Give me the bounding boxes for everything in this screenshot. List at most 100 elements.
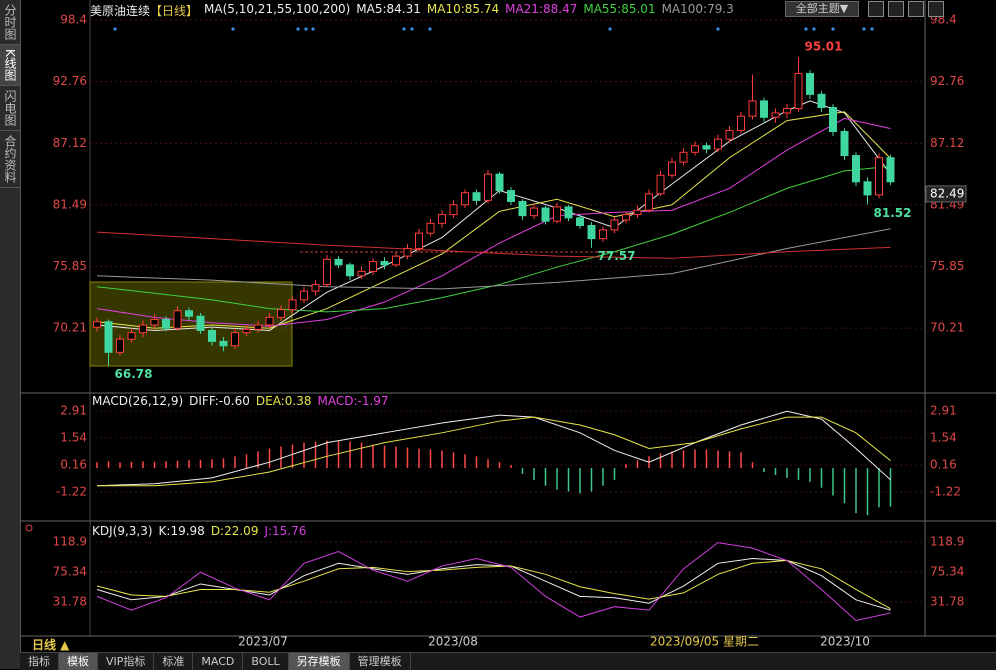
candle-body [139,324,147,334]
icon-button[interactable] [928,1,944,17]
candle-body [346,264,354,277]
candle-body [150,319,159,326]
symbol: 美原油连续 [90,4,151,18]
candle-body [185,310,193,317]
candle-body [656,174,665,195]
candle-body [806,73,814,95]
candle-body [668,161,676,176]
y-tick-label: 31.78 [53,595,87,609]
candle-body [702,145,711,150]
bottom-tab[interactable]: MACD [193,653,244,670]
y-tick-label: 98.4 [60,13,87,27]
candle-body [162,319,170,329]
ma-label: MA5:84.31 [356,2,421,16]
candle-body [219,340,228,347]
y-tick-label: 75.85 [930,259,964,273]
indicator-line [96,117,891,327]
y-tick-label: 70.21 [930,321,964,335]
side-tab[interactable]: 闪电图 [0,86,20,131]
icon-button[interactable] [888,1,904,17]
price-annotation: 81.52 [874,206,912,220]
event-marker [862,27,866,31]
candle-body [507,190,515,202]
indicator-line [96,231,891,259]
bottom-tab[interactable]: BOLL [243,653,289,670]
macd-label: DIFF:-0.60 [189,394,250,408]
event-marker [831,27,835,31]
event-marker [410,27,414,31]
y-tick-label: 87.12 [930,136,964,150]
side-tab[interactable]: 分时图 [0,0,20,45]
y-tick-label: 70.21 [53,321,87,335]
bottom-tabs: 指标 模板 VIP指标 标准 MACD BOLL 另存模板 管理模板 [20,652,996,670]
y-tick-label: 92.76 [930,74,964,88]
candle-body [300,290,308,301]
indicator-line [96,542,891,622]
y-tick-label: 0.16 [930,457,957,471]
candle-body [576,217,584,227]
indicator-line [96,557,891,611]
candle-body [265,316,274,326]
last-price-box [925,185,967,203]
bottom-tab[interactable]: 管理模板 [350,653,411,670]
candle-body [760,100,768,118]
candle-body [553,206,561,222]
event-marker [812,27,816,31]
y-tick-label: 118.9 [930,535,964,549]
kdj-header: KDJ(9,3,3) K:19.98 D:22.09 J:15.76 [92,524,306,538]
sidebar: 分时图 K线图 闪电图 合约资料 [0,0,21,669]
candle-body [438,214,446,224]
price-annotation: 77.57 [598,249,636,263]
candle-body [863,181,872,196]
candle-body [748,100,757,117]
macd-label: MACD:-1.97 [317,394,389,408]
ma-label: MA10:85.74 [426,2,500,16]
candle-body [541,207,550,222]
candle-body [173,310,182,329]
x-tick-label: 2023/08 [428,635,478,649]
event-marker [804,27,808,31]
y-tick-label: 0.16 [60,457,87,471]
candle-body [277,309,285,318]
theme-dropdown[interactable]: 全部主题▼ [785,1,859,17]
event-marker [428,27,432,31]
price-annotation: 95.01 [805,40,843,54]
indicator-line [97,416,891,487]
candle-body [461,192,469,206]
bottom-tab[interactable]: 指标 [20,653,59,670]
side-tab[interactable]: 合约资料 [0,131,20,188]
side-tab[interactable]: K线图 [0,45,20,86]
candle-body [679,151,688,163]
candle-body [875,157,883,196]
icon-button[interactable] [908,1,924,17]
candle-body [587,225,596,240]
period-button[interactable]: 日线 ▲ [32,638,70,652]
bottom-tab[interactable]: 另存模板 [288,653,350,670]
candle-body [357,270,366,277]
candle-body [449,204,458,216]
candle-body [852,155,860,183]
icon-button[interactable] [868,1,884,17]
event-marker [231,27,235,31]
indicator-line [96,228,891,290]
bottom-tab[interactable]: 标准 [154,653,194,670]
macd-label: MACD(26,12,9) [92,394,184,408]
y-tick-label: 2.91 [930,404,957,418]
candle-body [127,332,136,340]
kdj-settings [25,524,33,532]
candle-body [392,255,400,266]
y-tick-label: 1.54 [60,430,87,444]
bottom-tab[interactable]: 模板 [59,653,98,670]
candle-body [208,329,216,342]
candle-body [116,338,124,353]
last-price: 82.49 [930,186,964,200]
bottom-tab[interactable]: VIP指标 [98,653,155,670]
y-tick-label: 2.91 [60,404,87,418]
candle-body [323,258,331,286]
candle-body [403,247,412,257]
ma-label: MA100:79.3 [661,2,734,16]
candle-body [380,261,389,266]
candle-body [495,173,504,192]
price-annotation: 66.78 [115,367,153,381]
event-marker [608,27,612,31]
